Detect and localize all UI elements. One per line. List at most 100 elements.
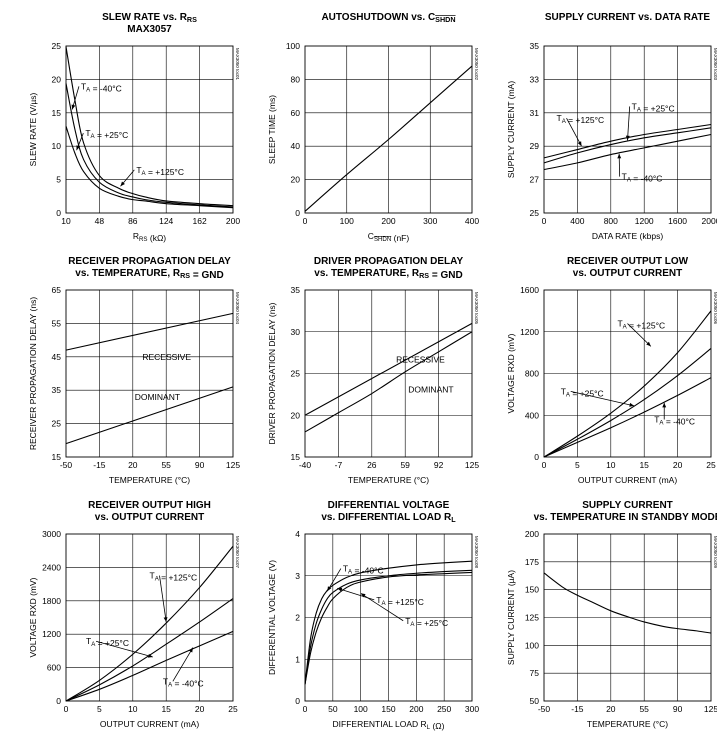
annotation-arrowhead bbox=[646, 341, 651, 347]
chart-title: vs. OUTPUT CURRENT bbox=[95, 512, 204, 523]
x-axis-label: TEMPERATURE (°C) bbox=[348, 475, 429, 485]
series-line bbox=[543, 377, 712, 458]
y-tick-label: 200 bbox=[525, 529, 539, 539]
y-tick-label: 55 bbox=[52, 318, 62, 328]
plot-frame bbox=[65, 289, 234, 458]
series-line bbox=[304, 571, 473, 685]
x-tick-label: 55 bbox=[161, 460, 171, 470]
figure-code: MAX3050 toc02 bbox=[474, 48, 479, 81]
annotation-arrow bbox=[172, 647, 194, 682]
annotation-label: DOMINANT bbox=[408, 385, 453, 395]
x-tick-label: 90 bbox=[673, 704, 683, 714]
chart-title: SUPPLY CURRENT bbox=[582, 500, 673, 511]
y-tick-label: 80 bbox=[291, 74, 301, 84]
y-tick-label: 125 bbox=[525, 613, 539, 623]
x-tick-label: 1600 bbox=[668, 216, 687, 226]
x-tick-label: 200 bbox=[409, 704, 423, 714]
x-tick-label: 0 bbox=[64, 704, 69, 714]
annotation-label: TA = +25°C bbox=[405, 616, 448, 628]
y-tick-label: 2 bbox=[295, 613, 300, 623]
plot-frame bbox=[65, 45, 234, 214]
x-tick-label: 20 bbox=[606, 704, 616, 714]
annotation-label: TA = +125°C bbox=[136, 165, 184, 177]
x-tick-label: 800 bbox=[604, 216, 618, 226]
annotation-label: TA = +25°C bbox=[561, 386, 604, 398]
y-axis-label: DIFFERENTIAL VOLTAGE (V) bbox=[267, 560, 277, 675]
y-tick-label: 1200 bbox=[42, 629, 61, 639]
x-tick-label: 400 bbox=[465, 216, 479, 226]
y-tick-label: 1200 bbox=[520, 327, 539, 337]
annotation-label: TA = -40°C bbox=[343, 564, 384, 576]
chart-panel-4: RECEIVER PROPAGATION DELAY vs. TEMPERATUR… bbox=[0, 244, 240, 488]
x-tick-label: 86 bbox=[128, 216, 138, 226]
x-tick-label: 15 bbox=[161, 704, 171, 714]
y-tick-label: 0 bbox=[534, 452, 539, 462]
x-tick-label: -50 bbox=[60, 460, 73, 470]
y-tick-label: 15 bbox=[52, 108, 62, 118]
y-tick-label: 60 bbox=[291, 108, 301, 118]
plot-frame bbox=[543, 289, 712, 458]
x-tick-label: 20 bbox=[195, 704, 205, 714]
annotation-arrowhead bbox=[617, 153, 622, 159]
y-tick-label: 0 bbox=[295, 208, 300, 218]
y-tick-label: 400 bbox=[525, 410, 539, 420]
annotation-label: TA = +125°C bbox=[376, 595, 424, 607]
y-tick-label: 33 bbox=[530, 74, 540, 84]
y-tick-label: 3 bbox=[295, 571, 300, 581]
y-axis-label: SLEEP TIME (ms) bbox=[267, 95, 277, 164]
y-tick-label: 150 bbox=[525, 585, 539, 595]
y-tick-label: 175 bbox=[525, 557, 539, 567]
chart-panel-8: DIFFERENTIAL VOLTAGE vs. DIFFERENTIAL LOA… bbox=[239, 488, 479, 732]
y-tick-label: 3000 bbox=[42, 529, 61, 539]
y-tick-label: 25 bbox=[52, 419, 62, 429]
chart-panel-1: SLEW RATE vs. RRS MAX3057 10 48 86 124 162 200 0… bbox=[0, 0, 240, 244]
x-tick-label: 0 bbox=[542, 216, 547, 226]
y-tick-label: 1800 bbox=[42, 596, 61, 606]
chart-title: vs. TEMPERATURE IN STANDBY MODE bbox=[534, 512, 717, 523]
chart-title: SLEW RATE vs. RRS bbox=[102, 12, 197, 24]
x-tick-label: 200 bbox=[381, 216, 395, 226]
plot-frame bbox=[543, 45, 712, 214]
series-line bbox=[65, 46, 234, 207]
y-tick-label: 30 bbox=[291, 327, 301, 337]
annotation-arrowhead bbox=[163, 617, 168, 622]
annotation-label: TA = -40°C bbox=[622, 172, 663, 184]
x-tick-label: 25 bbox=[228, 704, 238, 714]
x-tick-label: -50 bbox=[538, 704, 551, 714]
series-line bbox=[304, 65, 473, 212]
y-axis-label: DRIVER PROPAGATION DELAY (ns) bbox=[267, 302, 277, 444]
x-tick-label: 26 bbox=[367, 460, 377, 470]
annotation-label: TA = +125°C bbox=[557, 113, 605, 125]
y-tick-label: 4 bbox=[295, 529, 300, 539]
chart-svg: SUPPLY CURRENT vs. DATA RATE 0 400 800 1200 1… bbox=[506, 12, 717, 241]
y-tick-label: 35 bbox=[530, 41, 540, 51]
plot-frame bbox=[304, 45, 473, 214]
chart-title: MAX3057 bbox=[127, 24, 172, 35]
annotation-arrow bbox=[566, 117, 582, 147]
x-tick-label: -7 bbox=[335, 460, 343, 470]
figure-code: MAX3050 toc05 bbox=[474, 292, 479, 325]
y-tick-label: 600 bbox=[47, 663, 61, 673]
annotation-arrowhead bbox=[188, 647, 193, 653]
y-tick-label: 75 bbox=[530, 668, 540, 678]
y-tick-label: 45 bbox=[52, 352, 62, 362]
x-tick-label: 250 bbox=[437, 704, 451, 714]
annotation-arrowhead bbox=[147, 653, 153, 658]
annotation-label: TA = +125°C bbox=[150, 571, 198, 583]
x-tick-label: 48 bbox=[95, 216, 105, 226]
figure-code: MAX3050 toc07 bbox=[235, 536, 240, 569]
y-tick-label: 25 bbox=[291, 369, 301, 379]
y-axis-label: RECEIVER PROPAGATION DELAY (ns) bbox=[28, 297, 38, 451]
annotation-arrowhead bbox=[625, 135, 630, 141]
series-line bbox=[65, 386, 234, 445]
annotation-arrowhead bbox=[577, 141, 582, 147]
y-tick-label: 0 bbox=[295, 696, 300, 706]
x-axis-label: DATA RATE (kbps) bbox=[592, 231, 663, 241]
annotation-arrow bbox=[570, 390, 635, 407]
x-tick-label: 5 bbox=[97, 704, 102, 714]
x-tick-label: -40 bbox=[299, 460, 312, 470]
x-tick-label: -15 bbox=[93, 460, 106, 470]
